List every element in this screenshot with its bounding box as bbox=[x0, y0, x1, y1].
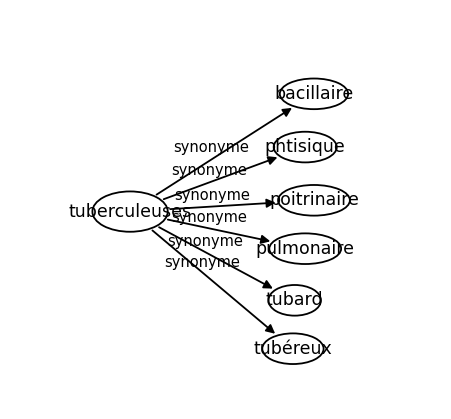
Ellipse shape bbox=[268, 285, 320, 316]
Text: tubard: tubard bbox=[265, 291, 323, 309]
Text: tubéreux: tubéreux bbox=[253, 340, 331, 358]
Ellipse shape bbox=[277, 185, 349, 216]
Ellipse shape bbox=[273, 132, 336, 163]
Text: synonyme: synonyme bbox=[173, 140, 249, 155]
Text: synonyme: synonyme bbox=[166, 234, 242, 249]
Text: tuberculeuses: tuberculeuses bbox=[69, 203, 191, 220]
Ellipse shape bbox=[269, 233, 341, 264]
Text: synonyme: synonyme bbox=[171, 163, 247, 178]
Text: poitrinaire: poitrinaire bbox=[268, 191, 358, 210]
Text: pulmonaire: pulmonaire bbox=[255, 240, 354, 258]
Text: synonyme: synonyme bbox=[174, 188, 250, 202]
Ellipse shape bbox=[92, 191, 167, 232]
Ellipse shape bbox=[262, 334, 323, 364]
Text: synonyme: synonyme bbox=[170, 210, 246, 225]
Ellipse shape bbox=[279, 78, 347, 109]
Text: synonyme: synonyme bbox=[164, 255, 239, 270]
Text: phtisique: phtisique bbox=[264, 138, 345, 156]
Text: bacillaire: bacillaire bbox=[274, 85, 353, 103]
